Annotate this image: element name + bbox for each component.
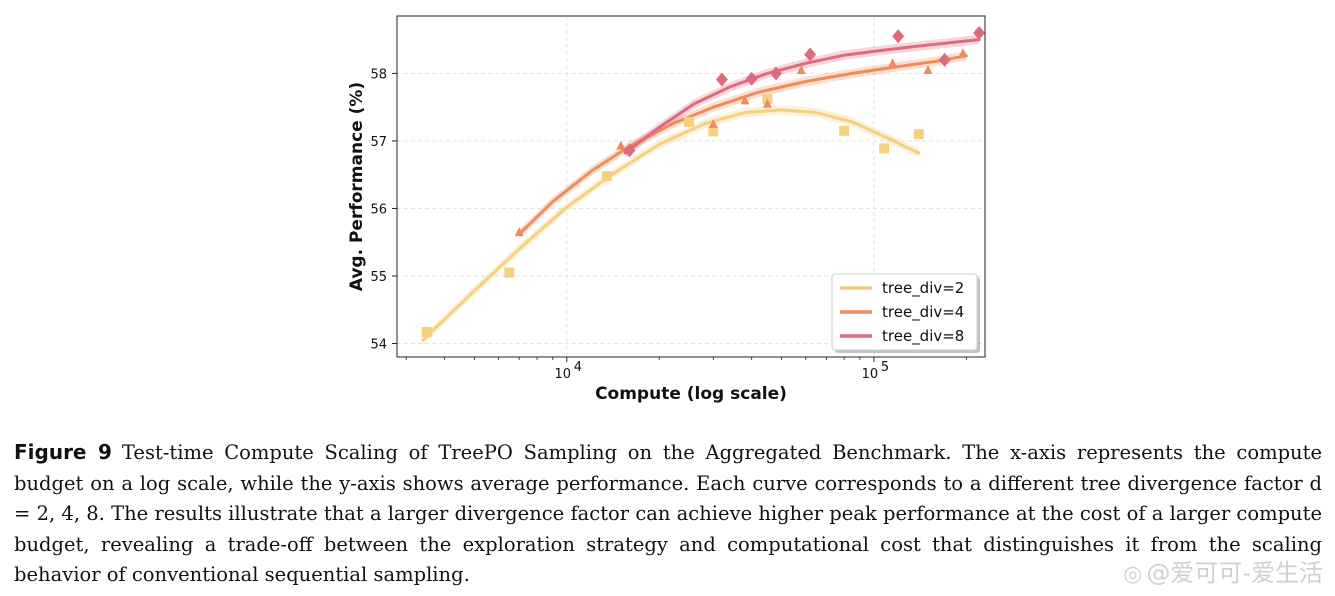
plot-frame — [396, 15, 986, 358]
legend-box — [831, 273, 978, 351]
figure-label: Figure 9 — [14, 440, 112, 464]
data-point-tree_div=4 — [923, 65, 933, 75]
x-axis-label: Compute (log scale) — [595, 384, 787, 404]
data-point-tree_div=2 — [421, 327, 432, 338]
x-tick-label: 10 — [862, 367, 879, 382]
data-point-tree_div=4 — [708, 119, 718, 129]
y-tick-label: 56 — [370, 202, 387, 217]
data-point-tree_div=8 — [892, 29, 905, 44]
watermark: ◎ @爱可可-爱生活 — [1123, 553, 1323, 588]
data-point-tree_div=8 — [938, 52, 951, 67]
data-point-tree_div=4 — [762, 98, 772, 108]
data-point-tree_div=4 — [888, 58, 898, 68]
data-point-tree_div=8 — [745, 71, 758, 86]
data-point-tree_div=2 — [504, 267, 515, 278]
data-point-tree_div=8 — [973, 25, 986, 40]
data-point-tree_div=4 — [514, 227, 524, 237]
data-point-tree_div=4 — [740, 95, 750, 105]
x-tick-exponent: 5 — [881, 360, 889, 375]
data-point-tree_div=2 — [879, 143, 890, 154]
figure-caption: Figure 9 Test-time Compute Scaling of Tre… — [14, 437, 1322, 591]
y-axis-label: Avg. Performance (%) — [347, 82, 367, 291]
x-tick-exponent: 4 — [574, 360, 582, 375]
caption-text: Test-time Compute Scaling of TreePO Samp… — [14, 441, 1322, 586]
data-point-tree_div=4 — [616, 140, 626, 150]
data-point-tree_div=2 — [913, 129, 924, 140]
data-point-tree_div=2 — [601, 171, 612, 182]
y-tick-label: 57 — [370, 135, 387, 150]
data-point-tree_div=4 — [796, 65, 806, 75]
watermark-text: @爱可可-爱生活 — [1146, 559, 1323, 587]
fit-line-tree_div=4 — [517, 54, 968, 236]
y-tick-label: 54 — [370, 337, 387, 352]
legend-label: tree_div=4 — [882, 303, 964, 322]
legend-label: tree_div=2 — [882, 279, 964, 298]
y-tick-label: 55 — [370, 270, 387, 285]
data-point-tree_div=2 — [684, 117, 695, 128]
legend-label: tree_div=8 — [882, 327, 964, 346]
figure-chart-area: 10 4 10 5 54 55 56 57 58 Compute (log scale) Avg. … — [347, 15, 986, 404]
fit-line-tree_div=8 — [623, 38, 981, 155]
data-point-tree_div=4 — [958, 48, 968, 58]
weibo-icon: ◎ — [1123, 562, 1143, 587]
data-point-tree_div=8 — [715, 72, 728, 87]
data-point-tree_div=8 — [804, 47, 817, 62]
data-point-tree_div=8 — [623, 143, 636, 158]
x-tick-label: 10 — [555, 367, 572, 382]
y-tick-label: 58 — [370, 67, 387, 82]
confidence-band-tree_div=8 — [625, 34, 980, 158]
data-point-tree_div=2 — [839, 125, 850, 136]
fit-line-tree_div=2 — [421, 108, 921, 342]
data-point-tree_div=2 — [708, 126, 719, 137]
data-point-tree_div=8 — [770, 66, 783, 81]
